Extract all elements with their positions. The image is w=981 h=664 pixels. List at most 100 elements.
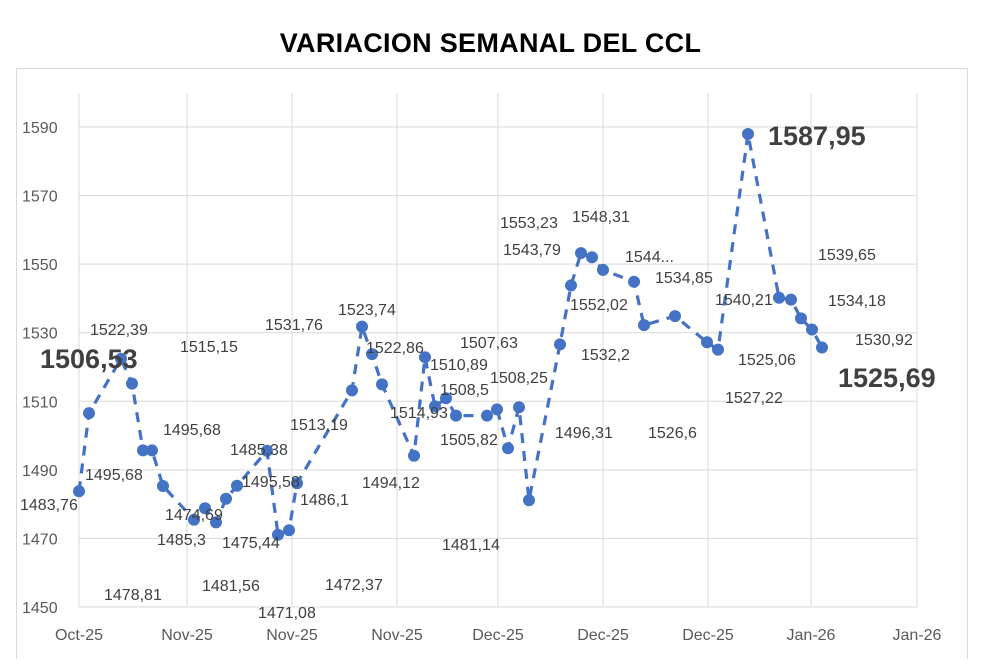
data-point [419, 351, 431, 364]
data-label: 1540,21 [715, 292, 773, 309]
data-point [188, 513, 200, 526]
data-label: 1525,06 [738, 352, 796, 369]
data-label: 1508,5 [440, 382, 489, 399]
data-label: 1510,89 [430, 357, 488, 374]
data-point [346, 384, 358, 397]
data-label: 1531,76 [265, 317, 323, 334]
data-label: 1495,68 [163, 422, 221, 439]
data-label: 1522,39 [90, 322, 148, 339]
data-point [220, 492, 232, 505]
data-label: 1472,37 [325, 577, 383, 594]
data-point [481, 409, 493, 422]
data-point [554, 338, 566, 351]
data-point [575, 247, 587, 260]
data-point [261, 444, 273, 457]
data-point [628, 275, 640, 288]
data-label: 1483,76 [20, 497, 78, 514]
data-point [586, 251, 598, 264]
data-label: 1525,69 [838, 363, 936, 393]
data-point [210, 516, 222, 529]
data-point [73, 485, 85, 498]
y-tick-label: 1550 [22, 257, 58, 274]
y-tick-label: 1530 [22, 326, 58, 343]
chart-title: VARIACION SEMANAL DEL CCL [279, 28, 702, 58]
data-point [795, 312, 807, 325]
data-label: 1553,23 [500, 215, 558, 232]
data-point [199, 502, 211, 515]
data-label: 1515,15 [180, 339, 238, 356]
data-label: 1478,81 [104, 587, 162, 604]
data-point [773, 291, 785, 304]
data-label: 1486,1 [300, 492, 349, 509]
data-point [115, 352, 127, 365]
x-tick-label: Jan-26 [893, 627, 942, 644]
data-label: 1513,19 [290, 417, 348, 434]
data-point [157, 479, 169, 492]
y-tick-label: 1470 [22, 531, 58, 548]
data-label: 1539,65 [818, 247, 876, 264]
data-label: 1548,31 [572, 209, 630, 226]
data-label: 1471,08 [258, 605, 316, 622]
data-point [502, 442, 514, 455]
data-point [272, 528, 284, 541]
data-point [669, 310, 681, 323]
data-point [816, 341, 828, 354]
y-tick-label: 1510 [22, 394, 58, 411]
data-point [513, 401, 525, 414]
data-label: 1530,92 [855, 332, 913, 349]
data-label: 1508,25 [490, 370, 548, 387]
data-point [742, 128, 754, 141]
data-label: 1495,58 [242, 474, 300, 491]
data-label: 1527,22 [725, 390, 783, 407]
data-label: 1481,14 [442, 537, 500, 554]
data-point [126, 377, 138, 390]
data-point [283, 524, 295, 537]
data-label: 1485,3 [157, 532, 206, 549]
data-point [450, 409, 462, 422]
data-point [83, 407, 95, 420]
data-point [440, 392, 452, 405]
data-label: 1474,69 [165, 507, 223, 524]
data-point [146, 444, 158, 457]
data-point [638, 319, 650, 332]
data-point [597, 263, 609, 276]
data-label: 1475,44 [222, 535, 280, 552]
data-point [565, 279, 577, 292]
data-label: 1514,93 [390, 405, 448, 422]
data-label: 1526,6 [648, 425, 697, 442]
data-label: 1543,79 [503, 242, 561, 259]
data-label: 1522,86 [366, 340, 424, 357]
data-label: 1506,53 [40, 344, 138, 374]
y-tick-label: 1570 [22, 189, 58, 206]
data-point [366, 348, 378, 361]
data-point [356, 320, 368, 333]
data-label: 1505,82 [440, 432, 498, 449]
x-tick-label: Dec-25 [682, 627, 734, 644]
data-point [785, 293, 797, 306]
x-tick-label: Oct-25 [55, 627, 103, 644]
y-tick-label: 1590 [22, 120, 58, 137]
data-label: 1534,18 [828, 293, 886, 310]
x-tick-label: Dec-25 [472, 627, 524, 644]
data-label: 1523,74 [338, 302, 396, 319]
data-label: 1532,2 [581, 347, 630, 364]
data-label: 1587,95 [768, 121, 866, 151]
data-label: 1496,31 [555, 425, 613, 442]
data-label: 1485,38 [230, 442, 288, 459]
x-tick-label: Jan-26 [787, 627, 836, 644]
data-label: 1534,85 [655, 270, 713, 287]
chart-area [16, 68, 968, 659]
y-tick-label: 1490 [22, 463, 58, 480]
x-tick-label: Nov-25 [371, 627, 423, 644]
data-point [408, 449, 420, 462]
data-label: 1481,56 [202, 578, 260, 595]
data-label: 1507,63 [460, 335, 518, 352]
data-point [712, 343, 724, 356]
data-point [291, 477, 303, 490]
data-label: 1552,02 [570, 297, 628, 314]
data-point [491, 403, 503, 416]
data-point [429, 400, 441, 413]
data-point [523, 494, 535, 507]
x-tick-label: Dec-25 [577, 627, 629, 644]
